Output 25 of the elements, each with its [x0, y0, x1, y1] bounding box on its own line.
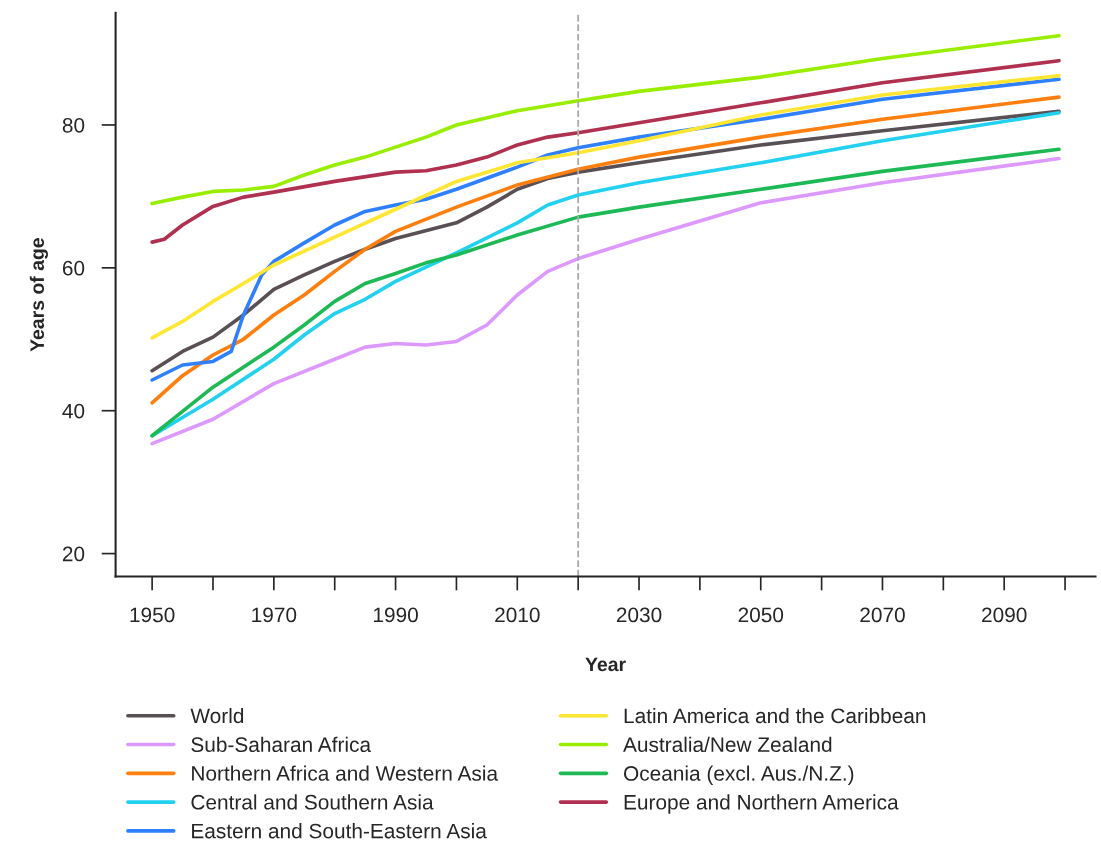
x-tick-label: 2010 — [495, 607, 540, 623]
legend-label: Sub-Saharan Africa — [191, 736, 372, 753]
y-tick-label: 60 — [62, 260, 85, 276]
x-tick-label: 1990 — [373, 607, 418, 623]
x-tick-label: 1950 — [130, 607, 175, 623]
legend-label: Australia/New Zealand — [623, 736, 832, 753]
legend-label: Oceania (excl. Aus./N.Z.) — [624, 765, 854, 785]
legend-label: Northern Africa and Western Asia — [192, 765, 499, 781]
legend-label: World — [190, 707, 244, 724]
y-tick-label: 40 — [62, 403, 85, 419]
legend-label: Central and Southern Asia — [191, 794, 434, 810]
x-tick-label: 2030 — [616, 607, 662, 623]
y-tick-label: 20 — [62, 546, 85, 562]
legend-label: Latin America and the Caribbean — [624, 707, 926, 724]
x-tick-label: 1970 — [252, 607, 297, 623]
y-tick-label: 80 — [62, 117, 85, 133]
legend-label: Eastern and South-Eastern Asia — [192, 823, 487, 839]
x-tick-label: 2070 — [860, 607, 905, 623]
line-series — [150, 58, 1061, 244]
x-axis-title: Year — [585, 657, 626, 672]
legend-label: Europe and Northern America — [624, 794, 899, 814]
x-tick-label: 2050 — [738, 607, 784, 623]
line-series — [150, 33, 1061, 206]
x-tick-label: 2090 — [982, 607, 1027, 623]
y-axis-title: Years of age — [29, 238, 48, 352]
